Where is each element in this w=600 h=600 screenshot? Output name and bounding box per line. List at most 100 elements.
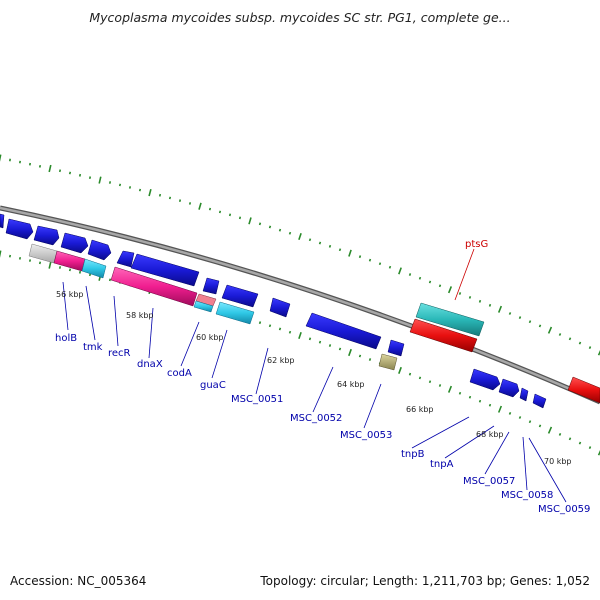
- minor-tick: [438, 384, 442, 387]
- gene-arrow[interactable]: [532, 393, 547, 409]
- minor-tick: [38, 261, 42, 265]
- minor-tick: [438, 284, 442, 288]
- minor-tick: [108, 278, 112, 282]
- minor-tick: [138, 188, 142, 192]
- forward-features: [0, 213, 405, 357]
- gene-arrow[interactable]: [33, 225, 60, 246]
- minor-tick: [218, 210, 222, 214]
- gene-arrow[interactable]: [130, 253, 200, 287]
- gene-arrow[interactable]: [498, 378, 520, 398]
- kbp-label: 64 kbp: [337, 380, 365, 389]
- minor-tick: [538, 424, 542, 428]
- major-tick: [447, 286, 453, 294]
- minor-tick: [558, 432, 562, 436]
- gene-label[interactable]: MSC_0052: [290, 413, 342, 424]
- gene-label[interactable]: MSC_0058: [501, 490, 553, 501]
- minor-tick: [268, 225, 272, 229]
- gene-arrow[interactable]: [305, 312, 382, 350]
- major-tick: [148, 188, 152, 197]
- major-tick: [98, 176, 102, 184]
- genome-summary: Topology: circular; Length: 1,211,703 bp…: [260, 574, 590, 588]
- gene-arrow[interactable]: [221, 284, 259, 308]
- minor-tick: [88, 176, 92, 180]
- minor-tick: [188, 202, 192, 205]
- gene-label[interactable]: guaC: [200, 380, 226, 391]
- gene-label[interactable]: MSC_0051: [231, 394, 283, 405]
- major-tick: [48, 164, 52, 173]
- minor-tick: [588, 446, 592, 450]
- gene-label[interactable]: codA: [167, 368, 192, 379]
- minor-tick: [378, 262, 382, 266]
- gene-arrow[interactable]: [87, 239, 112, 261]
- gene-label[interactable]: MSC_0053: [340, 430, 392, 441]
- minor-tick: [508, 312, 512, 315]
- kbp-label: 58 kbp: [126, 311, 154, 320]
- feature-gray[interactable]: [28, 243, 58, 264]
- feature-cyan[interactable]: [81, 258, 107, 279]
- minor-tick: [308, 337, 312, 341]
- major-tick: [398, 267, 402, 275]
- minor-tick: [528, 420, 532, 424]
- minor-tick: [488, 403, 492, 407]
- feature-trna-pink[interactable]: [53, 250, 86, 272]
- major-tick: [248, 217, 252, 225]
- gene-label[interactable]: tmk: [83, 342, 103, 353]
- major-tick: [198, 202, 202, 210]
- feature-cyan[interactable]: [215, 301, 255, 325]
- minor-tick: [418, 276, 422, 280]
- gene-arrow[interactable]: [202, 277, 220, 295]
- feature-trna-pink[interactable]: [110, 266, 198, 307]
- gene-arrow[interactable]: [60, 232, 89, 254]
- gene-arrow[interactable]: [5, 218, 34, 240]
- minor-tick: [538, 324, 542, 328]
- kbp-label: 66 kbp: [406, 405, 434, 414]
- kbp-label: 70 kbp: [544, 457, 572, 466]
- gene-label[interactable]: recR: [108, 348, 131, 359]
- minor-tick: [428, 380, 432, 384]
- minor-tick: [308, 238, 312, 242]
- gene-label[interactable]: MSC_0057: [463, 476, 515, 487]
- gene-arrow[interactable]: [469, 368, 501, 391]
- minor-tick: [328, 244, 332, 248]
- gene-label[interactable]: dnaX: [137, 359, 163, 370]
- minor-tick: [228, 213, 232, 217]
- minor-tick: [578, 441, 582, 445]
- gene-arrow[interactable]: [519, 387, 529, 402]
- minor-tick: [458, 391, 462, 395]
- minor-tick: [118, 183, 122, 187]
- kbp-label: 62 kbp: [267, 356, 295, 365]
- gene-label[interactable]: tnpA: [430, 459, 454, 470]
- gene-label[interactable]: tnpB: [401, 449, 425, 460]
- major-tick: [298, 331, 302, 340]
- gene-label-ptsG[interactable]: ptsG: [465, 239, 488, 250]
- minor-tick: [358, 354, 362, 358]
- gene-label[interactable]: MSC_0059: [538, 504, 590, 515]
- feature-red[interactable]: [409, 318, 478, 353]
- major-tick: [547, 326, 553, 334]
- reverse-features: [469, 368, 547, 409]
- gene-arrow[interactable]: [269, 297, 291, 318]
- feature-red[interactable]: [567, 376, 600, 404]
- minor-tick: [468, 296, 472, 299]
- minor-tick: [328, 344, 332, 347]
- minor-tick: [528, 320, 532, 324]
- minor-tick: [568, 337, 572, 341]
- major-tick: [447, 385, 453, 393]
- minor-tick: [578, 341, 582, 345]
- minor-tick: [518, 316, 522, 320]
- feature-teal-ptsG[interactable]: [415, 302, 485, 337]
- feature-olive[interactable]: [378, 353, 398, 371]
- minor-tick: [288, 231, 292, 235]
- feature-cyan[interactable]: [193, 300, 214, 313]
- minor-tick: [108, 181, 112, 184]
- gene-arrow[interactable]: [387, 339, 405, 357]
- minor-tick: [58, 266, 62, 269]
- major-tick: [497, 405, 503, 413]
- gene-arrow[interactable]: [116, 250, 135, 268]
- label-leader-lines: [62, 281, 567, 503]
- gene-label[interactable]: holB: [55, 333, 77, 344]
- minor-tick: [588, 346, 592, 350]
- gene-arrow[interactable]: [0, 213, 5, 229]
- minor-tick: [408, 372, 412, 376]
